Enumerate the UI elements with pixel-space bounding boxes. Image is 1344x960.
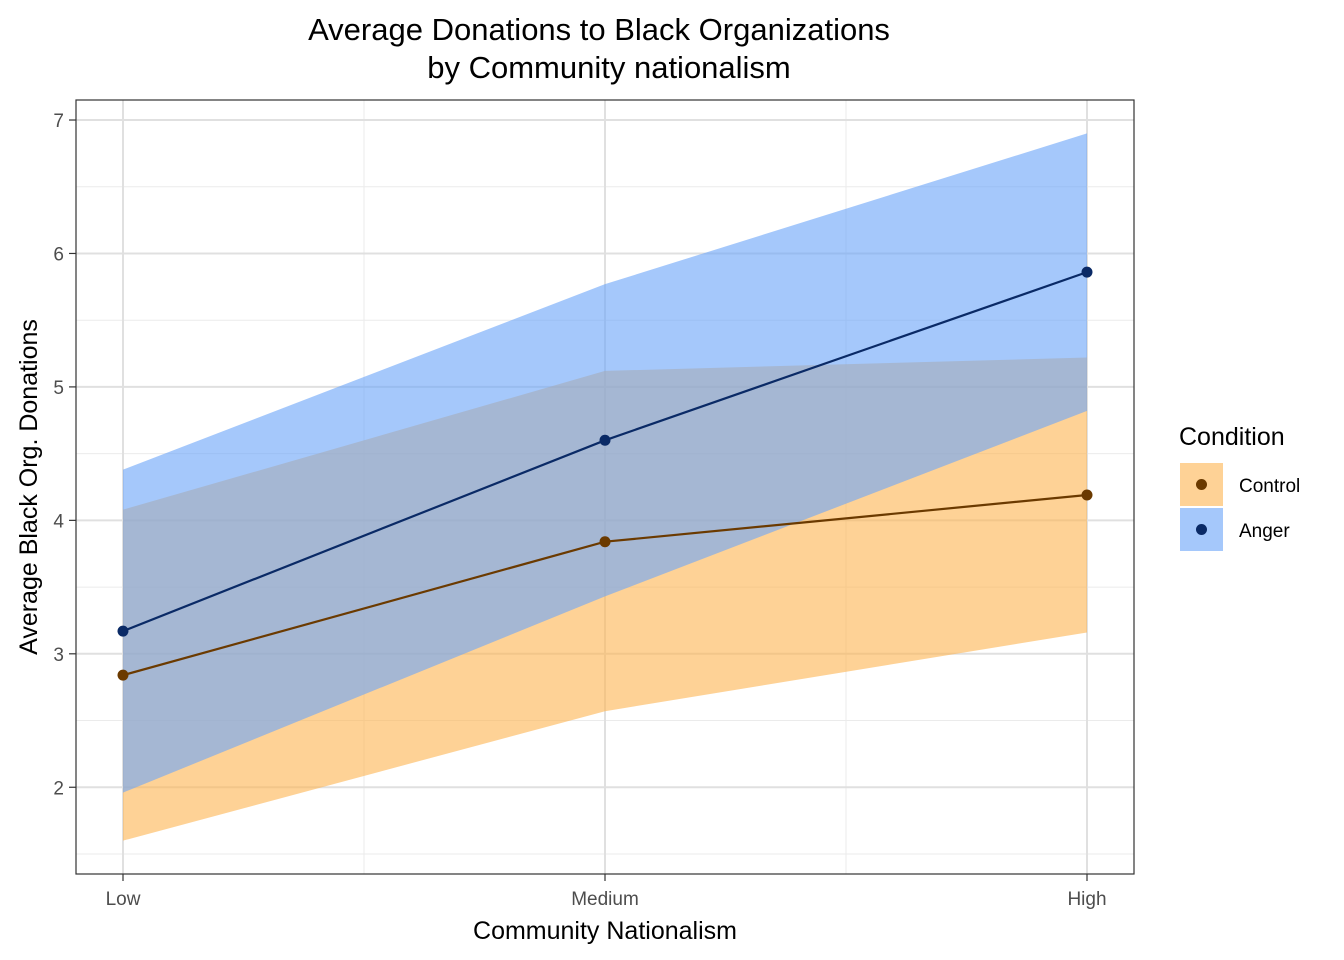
chart-title-line-1: Average Donations to Black Organizations [308, 12, 890, 47]
x-axis-title: Community Nationalism [473, 917, 737, 945]
chart-title-line-2: by Community nationalism [427, 50, 791, 85]
point-control-high [1081, 489, 1093, 501]
y-tick-label: 6 [53, 244, 64, 265]
legend-keys: Control Anger [1180, 463, 1300, 551]
y-tick-label: 3 [53, 645, 64, 666]
point-anger-medium [599, 434, 611, 446]
y-tick-label: 5 [53, 378, 64, 399]
legend-label-control: Control [1239, 476, 1300, 497]
y-tick-label: 4 [53, 511, 64, 532]
legend-title: Condition [1179, 423, 1285, 451]
point-anger-high [1081, 266, 1093, 278]
ribbon-anger [123, 133, 1087, 793]
x-tick-label: Medium [571, 889, 639, 910]
point-control-low [117, 669, 129, 681]
y-tick-label: 2 [53, 778, 64, 799]
x-axis: Low Medium High [106, 874, 1107, 910]
y-axis-title: Average Black Org. Donations [15, 319, 43, 655]
point-anger-low [117, 625, 129, 637]
point-layer [117, 266, 1093, 681]
legend-point-control [1196, 479, 1207, 490]
legend-point-anger [1196, 524, 1207, 535]
ribbon-layer [123, 133, 1087, 841]
y-axis: 2 3 4 5 6 7 [53, 111, 76, 799]
y-tick-label: 7 [53, 111, 64, 132]
x-tick-label: High [1067, 889, 1106, 910]
x-tick-label: Low [106, 889, 141, 910]
point-control-medium [599, 536, 611, 548]
legend: Condition Control Anger [1179, 423, 1300, 551]
legend-label-anger: Anger [1239, 521, 1290, 542]
